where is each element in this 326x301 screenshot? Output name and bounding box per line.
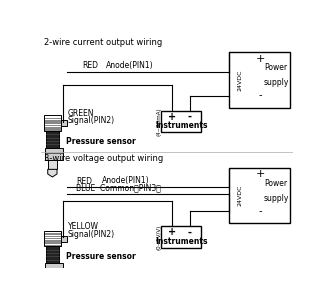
Text: (4~20mA): (4~20mA) [156, 107, 161, 136]
Text: Anode(PIN1): Anode(PIN1) [102, 176, 150, 185]
Text: -: - [259, 91, 262, 101]
Text: Anode(PIN1): Anode(PIN1) [106, 61, 154, 70]
Polygon shape [48, 285, 57, 293]
Bar [44, 233, 61, 235]
Text: Power: Power [265, 63, 288, 72]
Text: Signal(PIN2): Signal(PIN2) [68, 116, 115, 126]
Text: 3-wire voltage output wiring: 3-wire voltage output wiring [44, 154, 163, 163]
Text: +: + [168, 227, 176, 237]
Text: RED: RED [76, 176, 92, 185]
Bar [229, 52, 289, 108]
Text: GREEN: GREEN [68, 109, 94, 118]
Bar [161, 111, 201, 132]
Bar [44, 245, 61, 246]
Text: supply: supply [263, 78, 289, 87]
Bar [44, 120, 61, 122]
Text: Pressure sensor: Pressure sensor [66, 253, 135, 262]
Bar [44, 243, 61, 244]
Bar [61, 120, 67, 126]
Bar [46, 131, 59, 148]
Bar [44, 238, 61, 239]
Text: Pressure sensor: Pressure sensor [66, 137, 135, 146]
Bar [229, 168, 289, 223]
Bar [44, 125, 61, 126]
Bar [48, 276, 57, 285]
Text: Power: Power [265, 179, 288, 188]
Bar [45, 263, 63, 276]
Text: RED: RED [82, 61, 98, 70]
Bar [61, 236, 67, 242]
Bar [44, 231, 61, 246]
Bar [44, 123, 61, 124]
Bar [44, 236, 61, 237]
Text: 24VDC: 24VDC [237, 69, 243, 91]
Bar [44, 115, 61, 131]
Text: Instruments: Instruments [155, 237, 207, 246]
Text: BLUE  Common（PIN3）: BLUE Common（PIN3） [76, 183, 161, 192]
Text: +: + [256, 54, 265, 64]
Bar [44, 129, 61, 131]
Text: (0~5V/V): (0~5V/V) [156, 225, 161, 250]
Text: +: + [256, 169, 265, 179]
Text: supply: supply [263, 194, 289, 203]
Bar [44, 118, 61, 119]
Text: 24VDC: 24VDC [237, 185, 243, 206]
Bar [44, 127, 61, 129]
Text: -: - [188, 227, 192, 237]
Text: -: - [188, 112, 192, 122]
Bar [44, 240, 61, 242]
Text: YELLOW: YELLOW [68, 222, 99, 231]
Bar [161, 226, 201, 248]
Text: 2-wire current output wiring: 2-wire current output wiring [44, 38, 162, 47]
Text: +: + [168, 112, 176, 122]
Bar [46, 246, 59, 263]
Polygon shape [48, 169, 57, 177]
Bar [45, 148, 63, 160]
Text: Signal(PIN2): Signal(PIN2) [68, 230, 115, 239]
Text: -: - [259, 206, 262, 216]
Text: Instruments: Instruments [155, 121, 207, 130]
Bar [48, 160, 57, 169]
